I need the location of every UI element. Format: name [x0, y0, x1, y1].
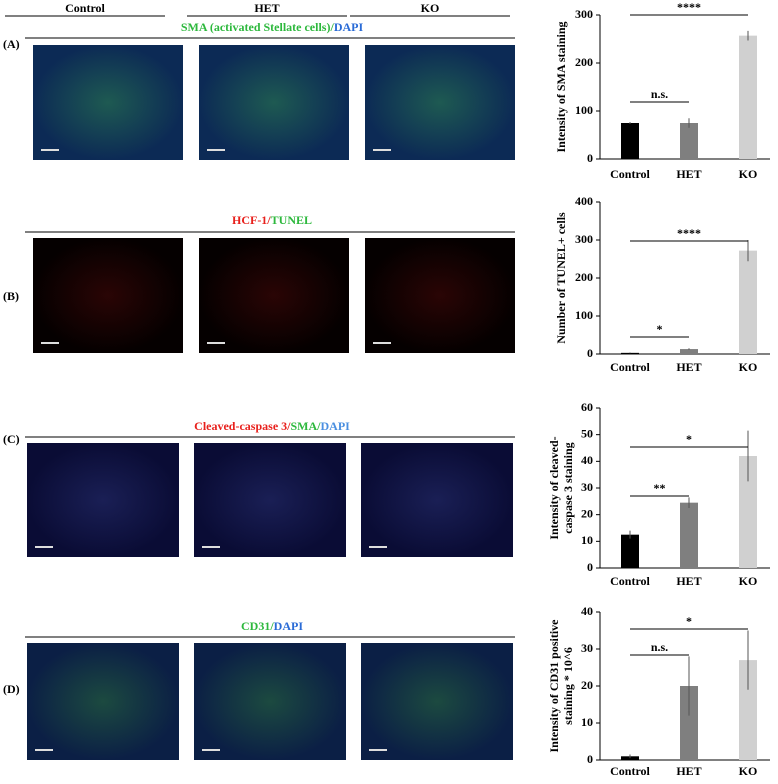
x-tick-label: Control: [610, 764, 650, 778]
bar: [739, 660, 757, 760]
panel-label: (A): [3, 37, 20, 51]
micrograph: [33, 45, 183, 160]
x-tick-label: Control: [610, 574, 650, 588]
y-axis-label: Intensity of SMA staining: [554, 21, 568, 152]
panel-title: SMA (activated Stellate cells)/DAPI: [181, 20, 364, 34]
micrograph: [199, 45, 349, 160]
bar: [621, 534, 639, 568]
bar: [680, 686, 698, 760]
column-header: HET: [254, 1, 279, 15]
y-tick-label: 200: [575, 55, 593, 69]
micrograph: [27, 643, 179, 760]
title-part: CD31/: [241, 619, 274, 633]
y-tick-label: 30: [581, 641, 593, 655]
y-axis-label: Intensity of cleaved-: [547, 436, 561, 539]
y-tick-label: 60: [581, 400, 593, 414]
micrograph: [194, 443, 346, 557]
x-tick-label: KO: [739, 360, 758, 374]
x-tick-label: HET: [676, 167, 701, 181]
bar: [739, 35, 757, 159]
micrograph: [33, 238, 183, 353]
y-axis-label: Number of TUNEL+ cells: [554, 212, 568, 344]
column-header: Control: [65, 1, 105, 15]
x-tick-label: KO: [739, 764, 758, 778]
y-tick-label: 300: [575, 7, 593, 21]
y-axis-label: caspase 3 staining: [561, 442, 575, 533]
y-tick-label: 0: [587, 560, 593, 574]
title-part: DAPI: [334, 20, 364, 34]
y-tick-label: 0: [587, 151, 593, 165]
y-tick-label: 200: [575, 270, 593, 284]
title-part: TUNEL: [271, 213, 312, 227]
significance-label: n.s.: [651, 87, 668, 101]
panel-title: CD31/DAPI: [241, 619, 303, 633]
significance-label: *: [657, 322, 663, 336]
bar: [680, 123, 698, 159]
y-tick-label: 20: [581, 506, 593, 520]
title-part: SMA/: [290, 419, 321, 433]
panel-label: (B): [3, 289, 19, 303]
micrograph: [194, 643, 346, 760]
y-tick-label: 0: [587, 752, 593, 766]
title-part: HCF-1/: [232, 213, 271, 227]
y-tick-label: 10: [581, 715, 593, 729]
bar: [621, 352, 639, 354]
significance-label: ****: [677, 0, 701, 14]
micrograph: [27, 443, 179, 557]
title-part: Cleaved-caspase 3/: [194, 419, 291, 433]
y-axis-label: Intensity of CD31 positive: [547, 619, 561, 753]
bar: [680, 502, 698, 568]
y-tick-label: 400: [575, 194, 593, 208]
bar: [680, 349, 698, 354]
micrograph: [365, 238, 515, 353]
y-axis-label: staining * 10^6: [561, 647, 575, 725]
title-part: SMA (activated Stellate cells)/: [181, 20, 335, 34]
panel-title: Cleaved-caspase 3/SMA/DAPI: [194, 419, 350, 433]
x-tick-label: Control: [610, 360, 650, 374]
x-tick-label: HET: [676, 360, 701, 374]
bar: [739, 456, 757, 568]
x-tick-label: HET: [676, 764, 701, 778]
panel-label: (D): [3, 682, 20, 696]
y-tick-label: 40: [581, 604, 593, 618]
y-tick-label: 300: [575, 232, 593, 246]
y-tick-label: 100: [575, 103, 593, 117]
micrograph: [365, 45, 515, 160]
title-part: DAPI: [274, 619, 304, 633]
significance-label: ****: [677, 226, 701, 240]
panel-title: HCF-1/TUNEL: [232, 213, 312, 227]
bar: [621, 123, 639, 159]
micrograph: [199, 238, 349, 353]
significance-label: n.s.: [651, 640, 668, 654]
y-tick-label: 50: [581, 426, 593, 440]
x-tick-label: Control: [610, 167, 650, 181]
y-tick-label: 100: [575, 308, 593, 322]
title-part: DAPI: [320, 419, 350, 433]
y-tick-label: 10: [581, 533, 593, 547]
x-tick-label: HET: [676, 574, 701, 588]
y-tick-label: 30: [581, 480, 593, 494]
x-tick-label: KO: [739, 574, 758, 588]
x-tick-label: KO: [739, 167, 758, 181]
column-header: KO: [421, 1, 440, 15]
significance-label: *: [686, 614, 692, 628]
significance-label: **: [654, 481, 666, 495]
micrograph: [361, 643, 513, 760]
bar: [739, 250, 757, 354]
micrograph: [361, 443, 513, 557]
panel-label: (C): [3, 432, 20, 446]
y-tick-label: 0: [587, 346, 593, 360]
y-tick-label: 20: [581, 678, 593, 692]
significance-label: *: [686, 432, 692, 446]
y-tick-label: 40: [581, 453, 593, 467]
